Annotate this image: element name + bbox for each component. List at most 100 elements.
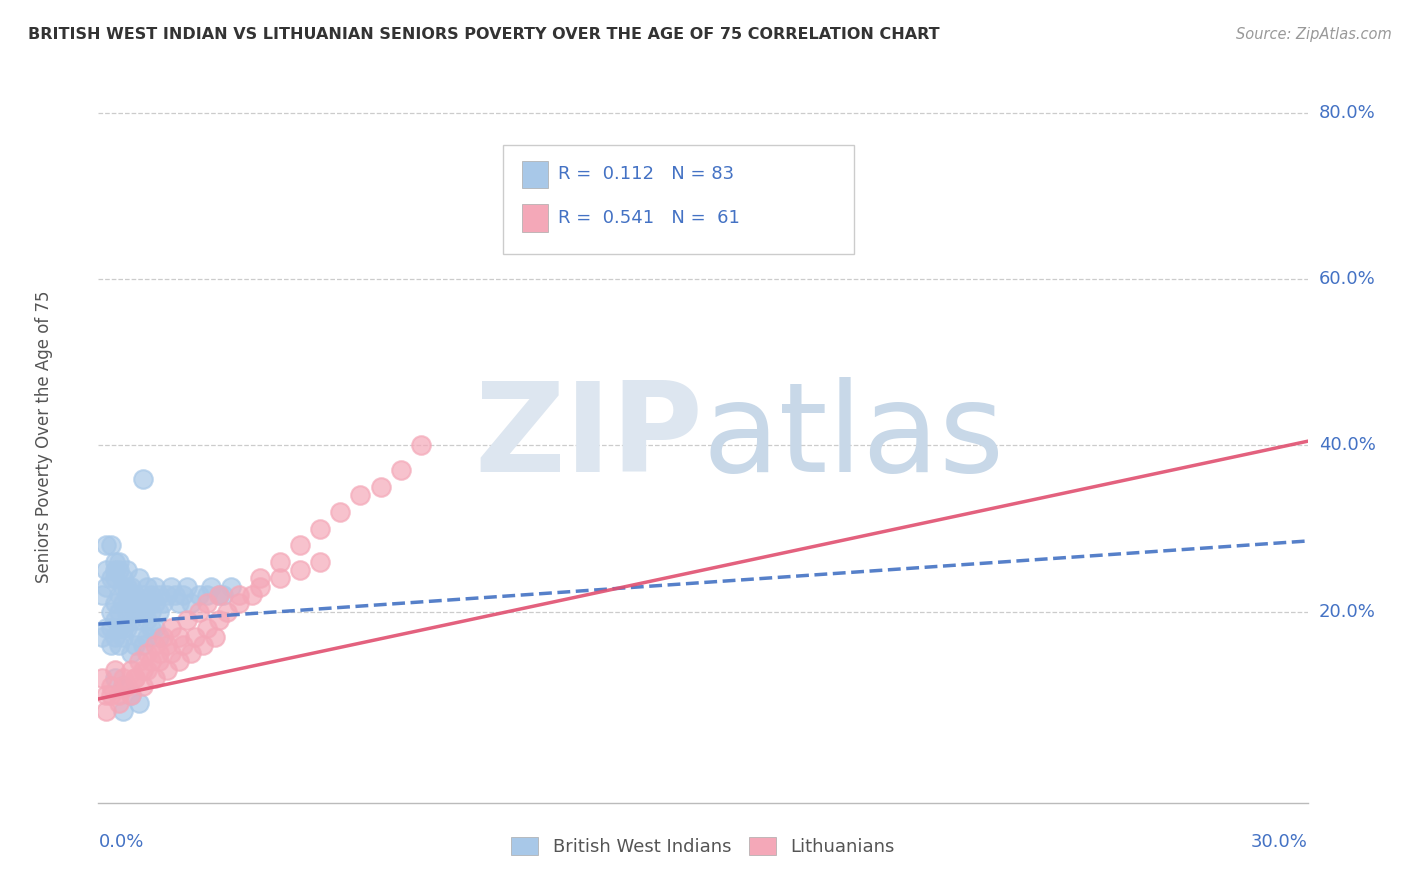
Point — [148, 605, 170, 619]
Point — [132, 663, 155, 677]
Point — [148, 655, 170, 669]
Point — [107, 555, 129, 569]
Point — [111, 630, 134, 644]
Point — [115, 580, 138, 594]
Point — [103, 613, 125, 627]
Point — [107, 588, 129, 602]
Point — [96, 580, 118, 594]
Point — [132, 588, 155, 602]
Point — [128, 571, 150, 585]
Point — [96, 563, 118, 577]
Point — [143, 580, 166, 594]
Point — [172, 638, 194, 652]
Point — [103, 571, 125, 585]
Point — [195, 588, 218, 602]
Point — [115, 605, 138, 619]
Point — [172, 588, 194, 602]
Point — [115, 588, 138, 602]
Point — [132, 638, 155, 652]
Point — [115, 563, 138, 577]
Point — [148, 630, 170, 644]
Point — [115, 621, 138, 635]
Point — [128, 630, 150, 644]
Point — [180, 646, 202, 660]
Text: 0.0%: 0.0% — [98, 833, 143, 851]
Point — [139, 621, 162, 635]
Point — [349, 488, 371, 502]
Point — [249, 571, 271, 585]
Point — [120, 663, 142, 677]
Point — [288, 563, 311, 577]
Point — [309, 521, 332, 535]
Point — [139, 588, 162, 602]
Point — [111, 571, 134, 585]
Point — [204, 630, 226, 644]
Point — [132, 680, 155, 694]
Point — [139, 655, 162, 669]
Point — [208, 588, 231, 602]
Point — [91, 588, 114, 602]
Point — [143, 621, 166, 635]
Point — [120, 688, 142, 702]
Point — [111, 596, 134, 610]
Point — [96, 688, 118, 702]
Point — [143, 638, 166, 652]
Point — [91, 671, 114, 685]
Point — [128, 696, 150, 710]
Point — [212, 588, 235, 602]
Text: atlas: atlas — [703, 376, 1005, 498]
Point — [152, 630, 174, 644]
Point — [96, 538, 118, 552]
Point — [111, 705, 134, 719]
Point — [228, 588, 250, 602]
Point — [135, 663, 157, 677]
Point — [249, 580, 271, 594]
Point — [96, 705, 118, 719]
Point — [100, 688, 122, 702]
Text: Seniors Poverty Over the Age of 75: Seniors Poverty Over the Age of 75 — [35, 291, 53, 583]
Point — [107, 621, 129, 635]
Point — [120, 688, 142, 702]
Point — [156, 588, 179, 602]
Point — [389, 463, 412, 477]
Point — [160, 580, 183, 594]
Point — [124, 605, 146, 619]
Point — [269, 555, 291, 569]
Point — [128, 605, 150, 619]
Point — [100, 538, 122, 552]
Point — [167, 630, 190, 644]
Point — [195, 596, 218, 610]
Point — [103, 563, 125, 577]
Point — [184, 630, 207, 644]
Point — [139, 605, 162, 619]
Point — [221, 580, 243, 594]
Point — [120, 646, 142, 660]
Point — [103, 555, 125, 569]
Text: R =  0.541   N =  61: R = 0.541 N = 61 — [558, 209, 740, 227]
Point — [148, 646, 170, 660]
Point — [152, 596, 174, 610]
Point — [148, 588, 170, 602]
Point — [124, 588, 146, 602]
Point — [193, 638, 215, 652]
Text: ZIP: ZIP — [474, 376, 703, 498]
Point — [167, 655, 190, 669]
Point — [208, 588, 231, 602]
Point — [107, 638, 129, 652]
Point — [208, 613, 231, 627]
Point — [176, 580, 198, 594]
Point — [240, 588, 263, 602]
Point — [180, 596, 202, 610]
Point — [120, 613, 142, 627]
Point — [309, 555, 332, 569]
Point — [120, 580, 142, 594]
Point — [91, 630, 114, 644]
Text: 30.0%: 30.0% — [1251, 833, 1308, 851]
Point — [228, 596, 250, 610]
Point — [156, 663, 179, 677]
Point — [733, 205, 755, 219]
Point — [269, 571, 291, 585]
Point — [120, 588, 142, 602]
Point — [132, 472, 155, 486]
Point — [195, 621, 218, 635]
